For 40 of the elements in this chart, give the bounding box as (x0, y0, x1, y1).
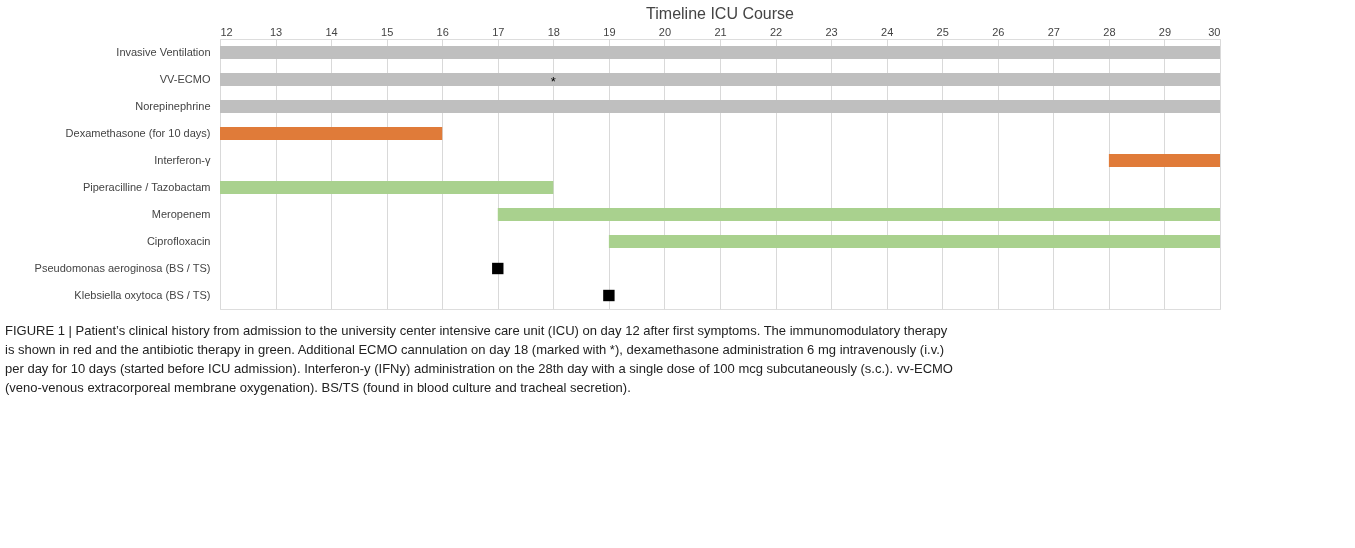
x-tick-label: 19 (603, 25, 616, 38)
x-tick-label: 20 (658, 25, 672, 38)
x-tick-label: 13 (269, 25, 283, 38)
bar (608, 235, 1220, 248)
x-tick-label: 14 (325, 25, 338, 38)
x-tick-label: 28 (1103, 25, 1116, 38)
y-tick-label: Klebsiella oxytoca (BS / TS) (74, 288, 211, 301)
bar (497, 208, 1220, 221)
x-tick-label: 23 (825, 25, 838, 38)
y-tick-label: VV-ECMO (159, 72, 211, 85)
x-tick-label: 26 (992, 25, 1005, 38)
x-tick-label: 21 (714, 25, 727, 38)
y-tick-label: Pseudomonas aeroginosa (BS / TS) (34, 261, 211, 274)
bar (1108, 154, 1220, 167)
bar (220, 127, 443, 140)
bar (220, 181, 554, 194)
y-tick-label: Interferon-γ (154, 153, 211, 166)
x-tick-label: 12 (220, 25, 233, 38)
x-tick-label: 29 (1158, 25, 1172, 38)
bar (220, 73, 1220, 86)
x-tick-label: 30 (1208, 25, 1221, 38)
x-tick-label: 22 (769, 25, 783, 38)
x-tick-label: 17 (492, 25, 505, 38)
bar (220, 100, 1220, 113)
annotation: * (550, 73, 556, 89)
y-tick-label: Piperacilline / Tazobactam (82, 180, 211, 193)
y-tick-label: Invasive Ventilation (116, 45, 211, 58)
x-tick-label: 25 (936, 25, 949, 38)
x-tick-label: 24 (881, 25, 894, 38)
x-tick-label: 18 (547, 25, 560, 38)
caption: FIGURE 1 | Patient’s clinical history from admission to the university center intensive care unit (ICU) on day 12 after first symptoms. The immunomodulatory therapy is shown in red and the antibiotic therapy in green. Additional ECMO cannulation on day 18 (marked with *), dexamethasone administration 6 mg intravenously (i.v.) per day for 10 days (started before ICU admission). Interferon-y (IFNy) administration on the 28th day with a single dose of 100 mcg subcutaneously (s.c.). vv-ECMO (veno-venous extracorporeal membrane oxygenation). BS/TS (found in blood culture and tracheal secretion). (5, 323, 953, 395)
x-tick-label: 16 (436, 25, 449, 38)
y-tick-label: Norepinephrine (135, 99, 211, 112)
x-tick-label: 15 (381, 25, 394, 38)
y-tick-label: Ciprofloxacin (146, 234, 211, 247)
y-tick-label: Meropenem (151, 207, 211, 220)
bar (220, 46, 1220, 59)
x-tick-label: 27 (1047, 25, 1060, 38)
chart-title: Timeline ICU Course (646, 5, 795, 22)
y-tick-label: Dexamethasone (for 10 days) (65, 126, 211, 139)
